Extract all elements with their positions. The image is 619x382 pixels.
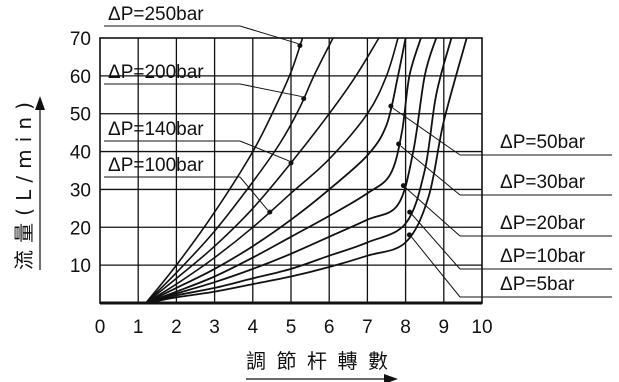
leader-line (239, 176, 269, 211)
series-line (145, 37, 407, 304)
leader-line (239, 25, 299, 45)
series-line (145, 37, 453, 304)
leader-line (400, 145, 461, 196)
y-tick-label: 10 (70, 256, 91, 277)
y-tick-label: 60 (70, 67, 91, 88)
leader-arrow (288, 160, 294, 166)
y-tick-label: 70 (70, 29, 91, 50)
x-tick-label: 7 (362, 317, 373, 338)
leader-arrow (267, 209, 273, 215)
series-label: ΔP=100bar (108, 155, 204, 176)
y-axis-arrow (35, 96, 45, 270)
series-label: ΔP=200bar (108, 62, 204, 83)
leader-line (392, 107, 461, 156)
leader-lines (104, 25, 612, 298)
x-tick-label: 4 (248, 317, 259, 338)
series-label: ΔP=20bar (500, 213, 586, 234)
series-line (145, 37, 468, 304)
leader-line (411, 213, 461, 270)
series-label: ΔP=250bar (108, 4, 204, 25)
leader-line (239, 83, 302, 98)
series-label: ΔP=30bar (500, 172, 586, 193)
leader-arrow (406, 232, 412, 238)
series-line (145, 37, 380, 304)
x-tick-label: 8 (400, 317, 411, 338)
x-tick-label: 0 (95, 317, 106, 338)
series-label: ΔP=50bar (500, 132, 586, 153)
series-label: ΔP=10bar (500, 246, 586, 267)
y-axis-title: 流量(L/min) (12, 102, 36, 270)
y-tick-label: 30 (70, 180, 91, 201)
leader-line (411, 236, 461, 298)
leader-line (239, 140, 290, 162)
series-line (145, 37, 334, 304)
x-axis-title: 調節杆轉數 (246, 349, 388, 373)
x-tick-label: 9 (439, 317, 450, 338)
leader-arrow (388, 103, 394, 109)
y-tick-label: 50 (70, 105, 91, 126)
leader-arrow (400, 183, 406, 189)
leader-line (405, 187, 461, 237)
leader-arrow (407, 209, 413, 215)
x-tick-label: 5 (286, 317, 297, 338)
x-tick-label: 1 (133, 317, 144, 338)
tick-labels: 0 1 2 3 4 5 6 7 8 9 10 10 20 30 40 50 60 70 (70, 29, 493, 338)
series-label: ΔP=5bar (500, 274, 575, 295)
y-tick-label: 20 (70, 218, 91, 239)
series-line (145, 37, 304, 304)
leader-arrow (297, 43, 303, 49)
leader-arrow (396, 141, 402, 147)
x-tick-label: 10 (471, 317, 492, 338)
x-tick-label: 6 (324, 317, 335, 338)
x-tick-label: 2 (171, 317, 182, 338)
y-tick-label: 40 (70, 143, 91, 164)
series-line (145, 37, 399, 304)
curve-labels: ΔP=250bar ΔP=200bar ΔP=140bar ΔP=100bar ΔP=5… (108, 4, 586, 295)
leader-arrow (301, 96, 307, 102)
x-axis-arrow (246, 374, 398, 382)
x-tick-label: 3 (209, 317, 220, 338)
series-label: ΔP=140bar (108, 119, 204, 140)
